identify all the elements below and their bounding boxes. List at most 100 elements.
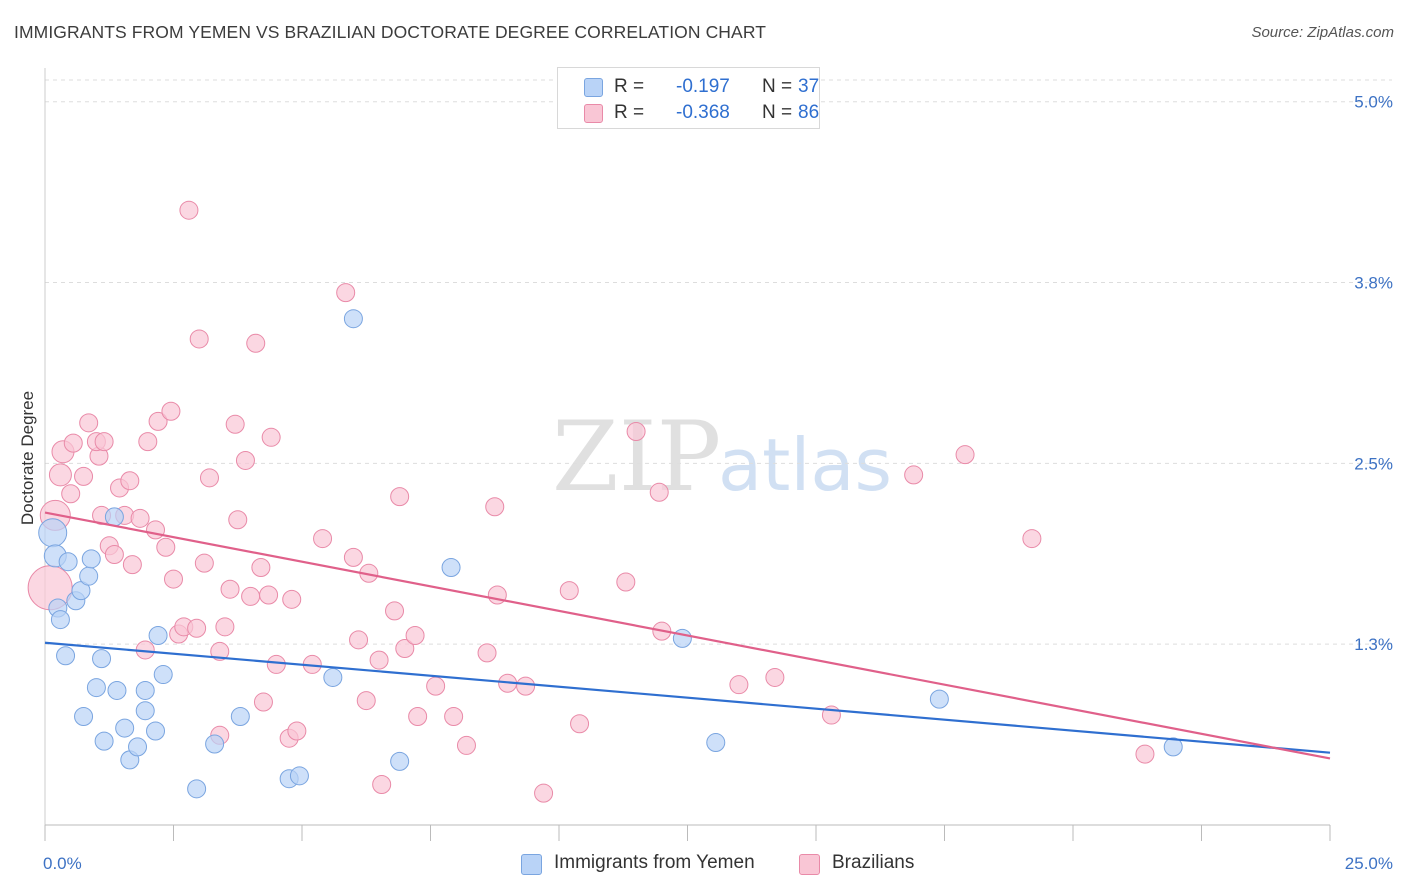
source-credit: Source: ZipAtlas.com xyxy=(1251,24,1394,41)
brazil-point xyxy=(61,484,81,504)
yemen-trend-line xyxy=(44,641,1331,754)
brazil-point xyxy=(187,618,207,638)
r-label: R = xyxy=(614,102,645,123)
brazil-point xyxy=(444,707,464,727)
y-axis-label: Doctorate Degree xyxy=(18,390,37,526)
n-label: N = xyxy=(762,76,793,97)
brazil-point xyxy=(122,555,142,575)
brazil-point xyxy=(349,630,369,650)
brazil-point xyxy=(955,445,975,465)
brazil-point xyxy=(259,585,279,605)
n-label: N = xyxy=(762,102,793,123)
brazil-point xyxy=(395,639,415,659)
yemen-point xyxy=(94,731,114,751)
yemen-point xyxy=(50,610,70,630)
brazil-point xyxy=(1135,744,1155,764)
brazil-point xyxy=(146,520,166,540)
r-label: R = xyxy=(614,76,645,97)
brazil-point xyxy=(199,468,219,488)
brazil-point xyxy=(405,625,425,645)
brazil-point xyxy=(477,643,497,663)
brazil-point xyxy=(266,654,286,674)
brazil-point xyxy=(148,411,168,431)
brazil-point xyxy=(729,675,749,695)
yemen-legend-swatch xyxy=(521,854,542,875)
n-value: 86 xyxy=(798,102,820,123)
brazil-point xyxy=(626,422,646,442)
chart-title: IMMIGRANTS FROM YEMEN VS BRAZILIAN DOCTO… xyxy=(14,22,767,42)
yemen-legend-label: Immigrants from Yemen xyxy=(554,852,755,873)
watermark-atlas: atlas xyxy=(718,423,892,507)
brazil-legend-swatch xyxy=(799,854,820,875)
yemen-point xyxy=(230,707,250,727)
brazil-point xyxy=(94,432,114,452)
y-tick-label: 5.0% xyxy=(1354,93,1393,112)
brazil-point xyxy=(534,783,554,803)
yemen-point xyxy=(1163,737,1183,757)
yemen-point xyxy=(146,721,166,741)
brazil-point xyxy=(104,544,124,564)
brazil-point xyxy=(559,581,579,601)
brazil-point xyxy=(456,735,476,755)
yemen-point xyxy=(135,680,155,700)
correlation-legend: R = -0.197 N = 37 R = -0.368 N = 86 xyxy=(557,67,820,129)
yemen-point xyxy=(148,625,168,645)
yemen-point xyxy=(81,549,101,569)
yemen-point xyxy=(92,649,112,669)
brazil-point xyxy=(48,463,72,487)
yemen-point xyxy=(79,566,99,586)
brazil-legend-label: Brazilians xyxy=(832,852,915,873)
yemen-point xyxy=(343,309,363,329)
brazil-point xyxy=(253,692,273,712)
n-value: 37 xyxy=(798,76,820,97)
brazil-point xyxy=(261,427,281,447)
brazil-point xyxy=(408,707,428,727)
brazil-point xyxy=(904,465,924,485)
y-tick-label: 1.3% xyxy=(1354,635,1393,654)
brazil-point xyxy=(220,579,240,599)
brazil-point xyxy=(570,714,590,734)
r-value: -0.197 xyxy=(676,76,730,97)
yemen-point xyxy=(115,718,135,738)
brazil-point xyxy=(251,558,271,578)
yemen-swatch xyxy=(584,78,603,97)
yemen-point xyxy=(135,701,155,721)
yemen-point xyxy=(289,766,309,786)
brazil-point xyxy=(79,413,99,433)
brazil-point xyxy=(765,667,785,687)
brazil-point xyxy=(215,617,235,637)
yemen-point xyxy=(390,751,410,771)
yemen-point xyxy=(929,689,949,709)
brazil-swatch xyxy=(584,104,603,123)
brazil-point xyxy=(343,547,363,567)
yemen-point xyxy=(323,667,343,687)
brazil-point xyxy=(369,650,389,670)
brazil-point xyxy=(336,283,356,303)
brazil-point xyxy=(63,433,83,453)
yemen-point xyxy=(56,646,76,666)
yemen-point xyxy=(187,779,207,799)
yemen-point xyxy=(104,507,124,527)
yemen-point xyxy=(205,734,225,754)
x-tick-label: 25.0% xyxy=(1345,854,1393,873)
brazil-point xyxy=(210,641,230,661)
brazil-point xyxy=(282,589,302,609)
brazil-point xyxy=(130,508,150,528)
brazil-trend-line xyxy=(44,511,1331,760)
brazil-point xyxy=(390,487,410,507)
brazil-point xyxy=(138,432,158,452)
brazil-point xyxy=(74,466,94,486)
yemen-point xyxy=(107,680,127,700)
brazil-point xyxy=(516,676,536,696)
brazil-point xyxy=(1022,529,1042,549)
r-value: -0.368 xyxy=(676,102,730,123)
brazil-point xyxy=(179,200,199,220)
brazil-point xyxy=(485,497,505,517)
yemen-point xyxy=(672,628,692,648)
brazil-point xyxy=(161,401,181,421)
yemen-point xyxy=(74,707,94,727)
brazil-point xyxy=(385,601,405,621)
brazil-point xyxy=(164,569,183,589)
brazil-point xyxy=(194,553,214,573)
